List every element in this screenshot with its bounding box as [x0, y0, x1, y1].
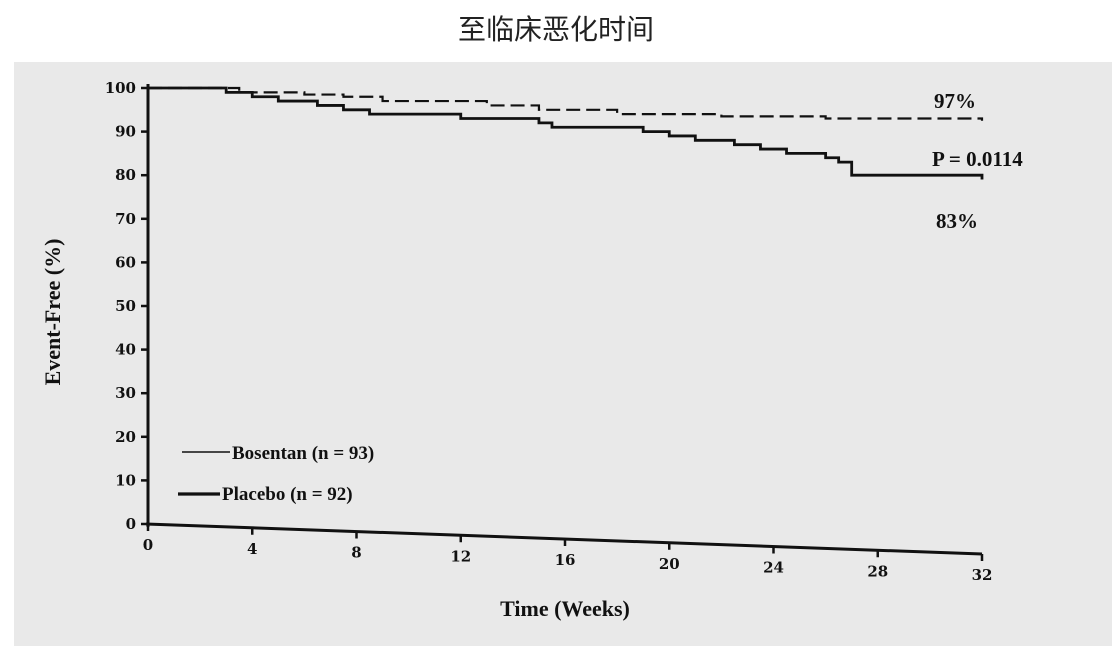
annotation-placebo-percent: 83%: [936, 209, 978, 233]
y-tick-label: 50: [115, 297, 136, 315]
y-tick-label: 20: [115, 428, 136, 446]
annotation-p-value: P = 0.0114: [932, 147, 1023, 171]
y-tick-label: 0: [126, 515, 136, 533]
x-tick-label: 4: [247, 540, 257, 558]
y-tick-label: 70: [115, 210, 136, 228]
x-tick-label: 20: [659, 555, 680, 573]
legend: Bosentan (n = 93) Placebo (n = 92): [178, 443, 374, 505]
chart-series: [148, 86, 984, 180]
x-tick-label: 0: [143, 536, 153, 554]
x-tick-label: 12: [450, 547, 471, 565]
x-tick-label: 28: [867, 562, 888, 580]
y-axis-ticks: 0 10 20 30 40 50 60 70 80 90 100: [105, 79, 148, 533]
legend-label-placebo: Placebo (n = 92): [222, 484, 353, 505]
y-tick-label: 60: [115, 253, 136, 271]
y-tick-label: 80: [115, 166, 136, 184]
x-tick-label: 32: [972, 566, 993, 584]
x-axis-ticks: 0 4 8 12 16 20 24 28 32: [143, 524, 993, 584]
x-tick-label: 24: [763, 559, 784, 577]
y-tick-label: 10: [115, 471, 136, 489]
x-axis-label: Time (Weeks): [500, 596, 630, 621]
annotation-bosentan-percent: 97%: [934, 89, 976, 113]
scanned-figure-background: [14, 62, 1112, 646]
x-tick-label: 16: [555, 551, 576, 569]
x-tick-label: 8: [351, 544, 361, 562]
legend-label-bosentan: Bosentan (n = 93): [232, 443, 374, 464]
series-line-placebo: [148, 86, 984, 180]
y-axis-label: Event-Free (%): [40, 239, 65, 386]
series-line-bosentan: [148, 86, 984, 121]
y-tick-label: 40: [115, 341, 136, 359]
y-tick-label: 100: [105, 79, 136, 97]
page-title: 至临床恶化时间: [457, 13, 654, 46]
y-tick-label: 90: [115, 123, 136, 141]
y-tick-label: 30: [115, 384, 136, 402]
